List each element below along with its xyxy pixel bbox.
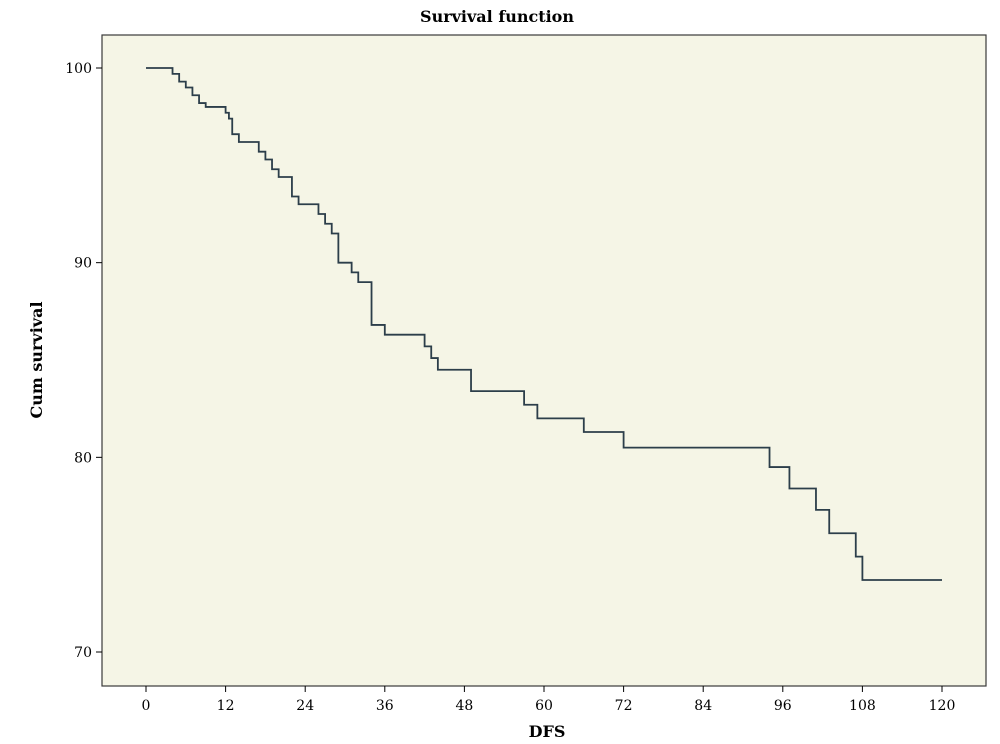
x-tick-label-84: 84 — [694, 698, 712, 714]
y-axis-label: Cum survival — [27, 301, 46, 418]
x-tick-label-108: 108 — [849, 698, 876, 714]
x-tick-label-36: 36 — [376, 698, 394, 714]
y-tick-label-100: 100 — [65, 61, 92, 77]
x-tick-label-0: 0 — [142, 698, 151, 714]
x-axis-label: DFS — [529, 722, 566, 741]
chart-title: Survival function — [420, 7, 574, 26]
x-tick-label-48: 48 — [455, 698, 473, 714]
x-tick-label-12: 12 — [217, 698, 235, 714]
x-tick-label-60: 60 — [535, 698, 553, 714]
x-tick-label-120: 120 — [929, 698, 956, 714]
x-tick-label-96: 96 — [774, 698, 792, 714]
x-tick-label-72: 72 — [615, 698, 633, 714]
y-tick-label-70: 70 — [74, 645, 92, 661]
y-tick-label-90: 90 — [74, 256, 92, 272]
x-tick-label-24: 24 — [296, 698, 314, 714]
axis-group: 0 12 24 36 48 60 72 84 96 108 120 70 80 90 100 — [65, 61, 955, 714]
plot-area — [101, 34, 987, 687]
survival-step-line-0 — [146, 67, 942, 581]
y-tick-label-80: 80 — [74, 450, 92, 466]
series-group — [146, 67, 942, 581]
